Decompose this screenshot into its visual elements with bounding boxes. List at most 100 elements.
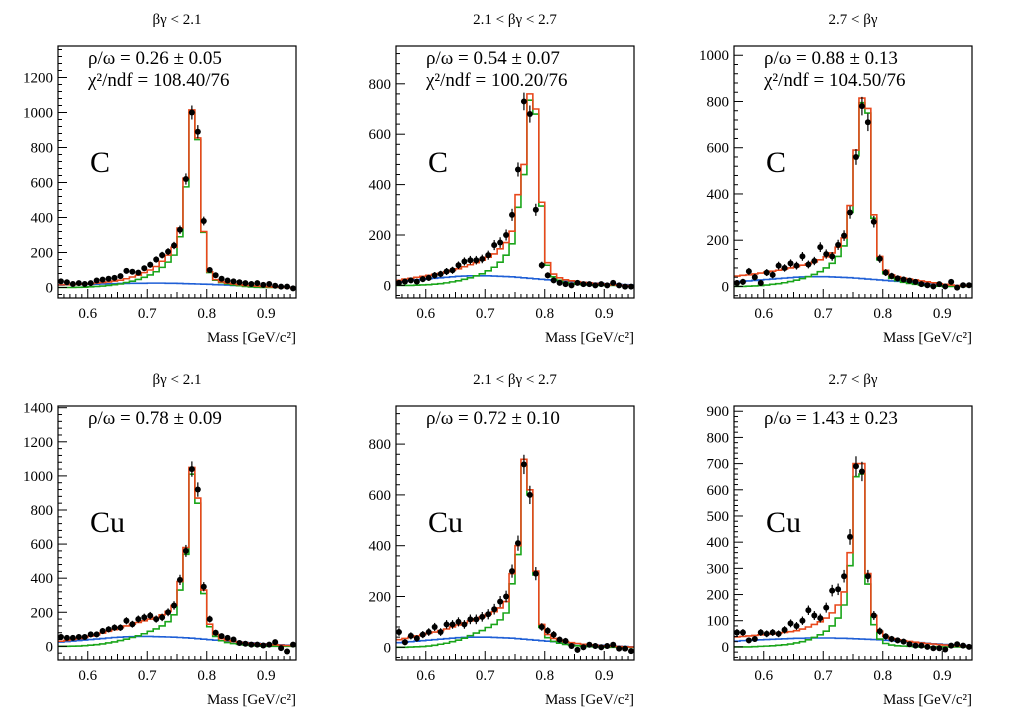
data-point: [568, 282, 575, 289]
y-tick-label: 200: [31, 605, 54, 621]
data-point: [503, 232, 510, 238]
data-point: [165, 609, 172, 616]
data-point: [793, 622, 800, 629]
data-point: [757, 629, 764, 636]
data-point: [793, 262, 800, 269]
series-signal: [396, 99, 634, 287]
data-point: [153, 616, 160, 623]
data-point: [182, 547, 189, 554]
data-point: [598, 281, 605, 288]
x-tick-label: 0.9: [595, 668, 614, 684]
series-total: [396, 93, 634, 287]
y-tick-label: 600: [369, 127, 392, 143]
y-tick-label: 400: [707, 535, 730, 551]
data-point: [111, 624, 118, 631]
data-point: [431, 272, 438, 279]
data-point: [129, 621, 136, 628]
x-tick-label: 0.7: [814, 668, 833, 684]
data-point: [739, 629, 746, 636]
data-point: [87, 280, 94, 287]
material-label: Cu: [766, 506, 801, 539]
ratio-annotation: ρ/ω = 0.72 ± 0.10: [426, 408, 560, 429]
panel-4: βγ < 2.1 0.6 0.7 0.8 0.9 0 200 400 600 800 1000 120…: [23, 372, 297, 708]
x-tick-label: 0.8: [197, 668, 216, 684]
data-point: [745, 268, 752, 275]
data-point: [278, 645, 285, 652]
data-point: [817, 615, 824, 622]
data-point: [942, 646, 949, 653]
data-point: [841, 232, 848, 239]
data-point: [948, 642, 955, 649]
data-point: [509, 211, 516, 218]
x-tick-label: 0.6: [78, 668, 97, 684]
data-point: [272, 639, 279, 646]
data-point: [562, 281, 569, 288]
data-point: [443, 621, 450, 628]
panel-2: 2.1 < βγ < 2.7 0.6 0.7 0.8 0.9 0 200 400 600 800 M…: [369, 12, 635, 346]
y-tick-label: 700: [707, 457, 730, 473]
data-point: [248, 281, 255, 287]
data-point: [858, 468, 865, 475]
y-tick-label: 800: [707, 430, 730, 446]
data-point: [117, 624, 124, 631]
data-point: [954, 284, 961, 291]
data-point: [260, 642, 267, 649]
y-tick-label: 1000: [23, 469, 53, 485]
data-point: [858, 103, 865, 110]
panel-5: 2.1 < βγ < 2.7 0.6 0.7 0.8 0.9 0 200 400 600 800 M…: [369, 372, 635, 708]
data-point: [610, 279, 617, 286]
data-point: [396, 279, 402, 286]
y-tick-label: 0: [722, 640, 730, 656]
data-point: [900, 276, 907, 283]
data-point: [188, 109, 195, 116]
data-point: [147, 261, 154, 268]
data-point: [491, 606, 498, 613]
data-point: [236, 639, 243, 646]
x-tick-label: 0.7: [138, 306, 157, 322]
y-tick-label: 900: [707, 404, 730, 420]
y-tick-label: 1200: [23, 435, 53, 451]
y-tick-label: 1000: [23, 106, 53, 122]
y-tick-label: 800: [369, 77, 392, 93]
data-point: [218, 275, 225, 282]
data-point: [574, 279, 581, 286]
y-tick-label: 600: [31, 537, 54, 553]
data-point: [461, 621, 468, 628]
data-point: [556, 279, 563, 286]
x-tick-label: 0.8: [535, 668, 554, 684]
data-point: [176, 226, 183, 233]
data-point: [431, 623, 438, 630]
x-tick-label: 0.7: [814, 306, 833, 322]
data-point: [604, 643, 611, 650]
x-axis-label: Mass [GeV/c²]: [207, 692, 296, 708]
data-point: [242, 640, 249, 647]
y-tick-label: 200: [707, 588, 730, 604]
data-point: [212, 272, 219, 279]
data-point: [194, 486, 201, 493]
data-point: [461, 258, 468, 265]
material-label: C: [766, 146, 786, 179]
data-point: [811, 258, 818, 265]
x-tick-label: 0.7: [476, 668, 495, 684]
data-point: [497, 598, 504, 605]
material-label: C: [428, 146, 448, 179]
data-point: [413, 278, 420, 285]
x-tick-label: 0.8: [197, 306, 216, 322]
data-point: [188, 466, 195, 473]
data-point: [823, 251, 830, 258]
data-point: [159, 614, 166, 621]
data-point: [218, 633, 225, 640]
data-point: [538, 623, 545, 630]
data-point: [93, 277, 100, 284]
data-point: [117, 273, 124, 280]
data-point: [924, 643, 931, 650]
data-point: [509, 568, 516, 575]
data-point: [781, 264, 788, 271]
data-point: [75, 280, 82, 287]
y-tick-label: 200: [369, 228, 392, 244]
y-tick-label: 600: [31, 176, 54, 192]
data-point: [284, 648, 291, 655]
data-point: [882, 269, 889, 276]
series-total: [58, 466, 296, 647]
